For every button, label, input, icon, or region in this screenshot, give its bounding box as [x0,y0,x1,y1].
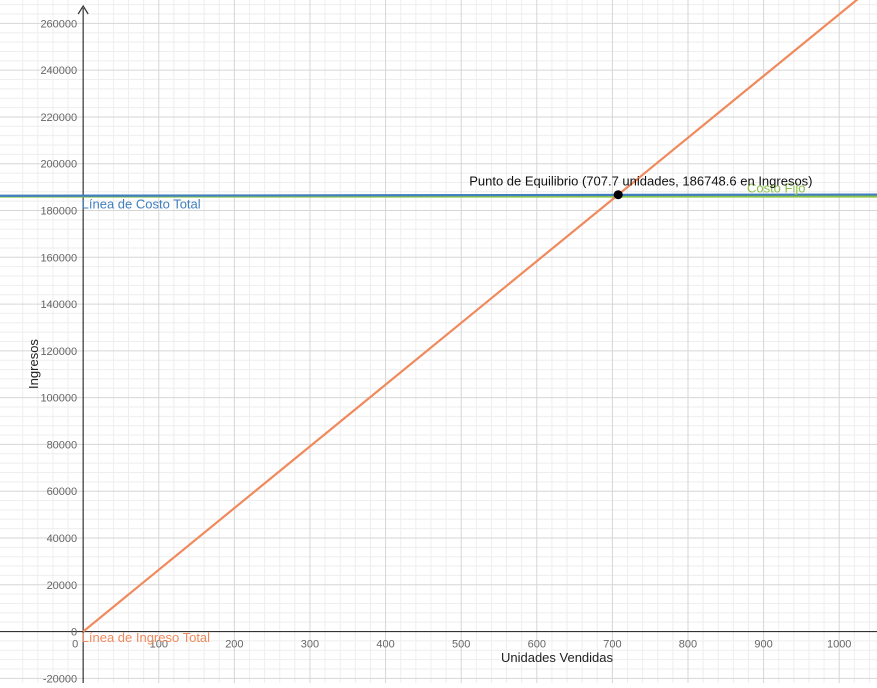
x-axis-title: Unidades Vendidas [501,650,614,665]
series-lines [0,0,877,633]
break-even-label: Punto de Equilibrio (707.7 unidades, 186… [469,174,812,189]
y-tick-label: 180000 [40,206,77,218]
x-tick-label: 900 [754,639,772,651]
y-tick-label: 20000 [47,580,78,592]
series-line [0,193,877,197]
axes [0,4,877,683]
series-label: Costo Fijo [747,181,806,196]
y-tick-label: 60000 [47,486,78,498]
y-axis-arrow [77,4,89,15]
break-even-point [613,190,623,200]
y-tick-label: 0 [71,627,77,639]
y-tick-label: 140000 [40,299,77,311]
x-tick-label: 0 [72,639,78,651]
x-tick-label: 1000 [827,639,851,651]
x-tick-label: 800 [679,639,697,651]
x-tick-labels: 100 200 300 400 500 600 700 800 900 1000 0 [72,639,851,651]
y-tick-label: 80000 [47,439,78,451]
x-tick-label: 300 [301,639,319,651]
y-tick-label: 100000 [40,393,77,405]
y-tick-label: 160000 [40,252,77,264]
y-tick-label: 240000 [40,65,77,77]
x-tick-label: 200 [225,639,243,651]
y-axis-title: Ingresos [26,339,41,389]
y-tick-label: 220000 [40,112,77,124]
y-tick-labels: -20000 0 20000 40000 60000 80000 100000 120000 1… [40,18,78,685]
y-tick-label: -20000 [43,673,77,683]
series-label: Línea de Ingreso Total [82,630,211,645]
x-tick-label: 600 [528,639,546,651]
series-label: Línea de Costo Total [82,197,201,212]
x-tick-label: 100 [150,639,168,651]
y-tick-label: 40000 [47,533,78,545]
y-tick-label: 120000 [40,346,77,358]
series-line [82,0,859,633]
y-tick-label: 200000 [40,159,77,171]
x-tick-label: 700 [603,639,621,651]
series-labels: Línea de Costo Total Costo Fijo Línea de I… [82,181,806,646]
y-tick-label: 260000 [40,18,77,30]
x-tick-label: 400 [376,639,394,651]
x-tick-label: 500 [452,639,470,651]
break-even-group: Punto de Equilibrio (707.7 unidades, 186… [469,174,813,200]
